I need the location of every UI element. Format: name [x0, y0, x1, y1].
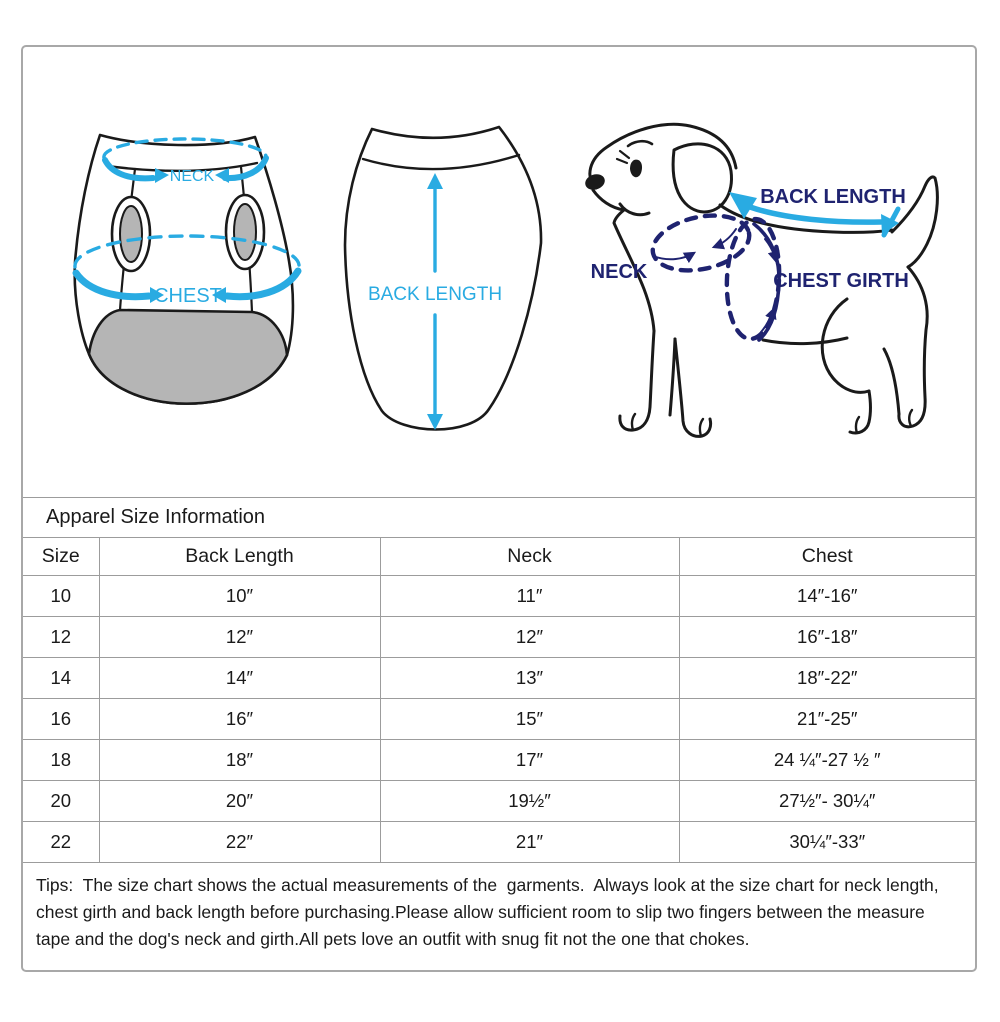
back-length-arrow-down-icon: [427, 414, 443, 430]
cell-back-length: 14″: [98, 657, 381, 699]
chest-arrow-left-icon: [212, 287, 226, 303]
table-row: 18 18″ 17″ 24 ¼″-27 ½ ″: [23, 739, 975, 781]
size-table: Size Back Length Neck Chest 10 10″ 11″ 1…: [23, 537, 975, 863]
cell-chest: 30¼″-33″: [678, 821, 975, 863]
dog-chest-girth-label: CHEST GIRTH: [773, 270, 909, 292]
chest-arrow-right-icon: [150, 287, 164, 303]
garment-chest-label: CHEST: [154, 285, 222, 307]
column-header-chest: Chest: [678, 537, 975, 576]
back-garment-diagram: BACK LENGTH: [343, 125, 543, 431]
size-table-title: Apparel Size Information: [23, 498, 975, 538]
cell-back-length: 16″: [98, 698, 381, 740]
cell-size: 14: [23, 657, 100, 699]
dog-diagram: BACK LENGTH NECK CHEST GIRTH: [585, 122, 939, 438]
table-header-row: Size Back Length Neck Chest: [23, 537, 975, 576]
cell-neck: 11″: [379, 575, 680, 617]
cell-chest: 27½″- 30¼″: [678, 780, 975, 822]
measurement-illustrations-canvas: NECK CHEST BACK LENGTH: [72, 122, 939, 438]
size-chart-panel: NECK CHEST BACK LENGTH: [21, 45, 977, 972]
table-row: 12 12″ 12″ 16″-18″: [23, 616, 975, 658]
cell-chest: 18″-22″: [678, 657, 975, 699]
cell-size: 10: [23, 575, 100, 617]
dog-nose: [585, 174, 605, 190]
table-row: 16 16″ 15″ 21″-25″: [23, 698, 975, 740]
cell-size: 20: [23, 780, 100, 822]
measurement-illustrations: NECK CHEST BACK LENGTH: [23, 47, 975, 498]
tips-text: Tips: The size chart shows the actual me…: [23, 862, 975, 970]
garment-neck-label: NECK: [170, 168, 215, 185]
cell-back-length: 20″: [98, 780, 381, 822]
cell-neck: 21″: [379, 821, 680, 863]
cell-back-length: 18″: [98, 739, 381, 781]
cell-neck: 17″: [379, 739, 680, 781]
column-header-neck: Neck: [379, 537, 680, 576]
dog-neck-label: NECK: [591, 261, 648, 283]
cell-size: 22: [23, 821, 100, 863]
column-header-size: Size: [23, 537, 100, 576]
table-row: 14 14″ 13″ 18″-22″: [23, 657, 975, 699]
cell-neck: 19½″: [379, 780, 680, 822]
cell-neck: 15″: [379, 698, 680, 740]
neck-arrow-right-icon: [155, 168, 169, 183]
cell-back-length: 10″: [98, 575, 381, 617]
cell-chest: 24 ¼″-27 ½ ″: [678, 739, 975, 781]
cell-chest: 14″-16″: [678, 575, 975, 617]
table-row: 20 20″ 19½″ 27½″- 30¼″: [23, 780, 975, 822]
cell-chest: 21″-25″: [678, 698, 975, 740]
cell-back-length: 22″: [98, 821, 381, 863]
dog-eye: [630, 159, 643, 178]
table-row: 22 22″ 21″ 30¼″-33″: [23, 821, 975, 863]
cell-neck: 12″: [379, 616, 680, 658]
back-length-arrow-up-icon: [427, 173, 443, 189]
neck-arrow-left-icon: [215, 168, 229, 183]
cell-neck: 13″: [379, 657, 680, 699]
cell-chest: 16″-18″: [678, 616, 975, 658]
cell-size: 16: [23, 698, 100, 740]
cell-size: 18: [23, 739, 100, 781]
table-row: 10 10″ 11″ 14″-16″: [23, 575, 975, 617]
dog-back-arrow-head-left-icon: [729, 192, 757, 219]
cell-size: 12: [23, 616, 100, 658]
dog-ear: [671, 142, 733, 214]
cell-back-length: 12″: [98, 616, 381, 658]
column-header-back-length: Back Length: [98, 537, 381, 576]
dog-back-length-label: BACK LENGTH: [760, 186, 906, 208]
front-garment-diagram: NECK CHEST: [72, 133, 302, 405]
garment-back-length-label: BACK LENGTH: [368, 284, 502, 305]
